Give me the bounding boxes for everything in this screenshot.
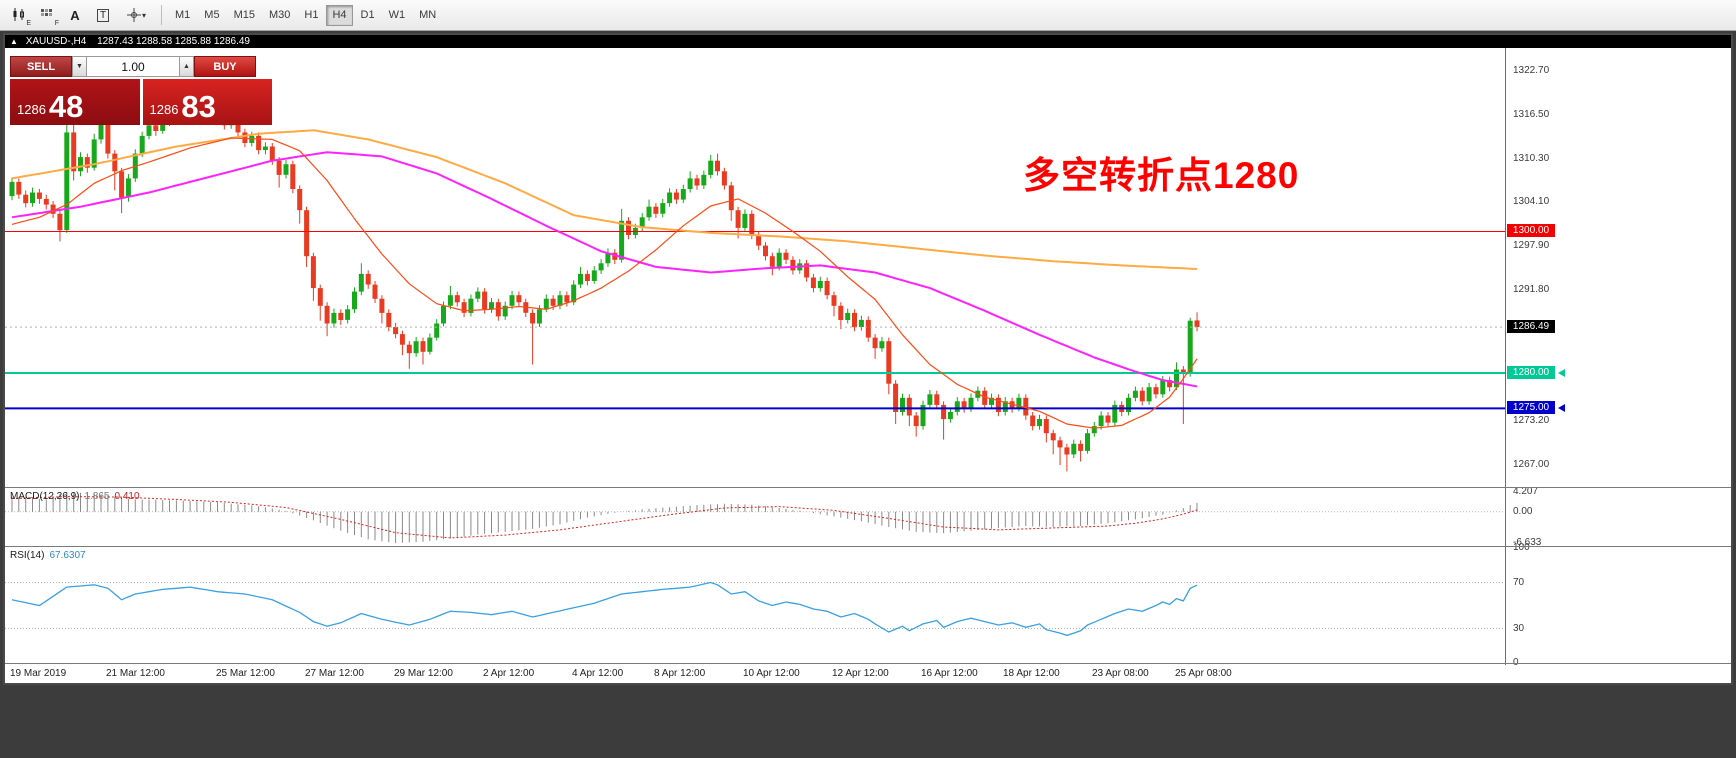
ask-price-tile[interactable]: 1286 83 <box>142 79 272 125</box>
time-axis-label: 23 Apr 08:00 <box>1092 668 1149 679</box>
top-toolbar: E F A T ▾ M1 M5 M15 M30 H1 H4 D1 W1 MN <box>0 0 1736 31</box>
rsi-line <box>11 581 1198 637</box>
price-axis-tick: 1297.90 <box>1513 240 1550 251</box>
panel-separator[interactable] <box>5 487 1731 488</box>
icon-sub-label: F <box>54 20 59 27</box>
buy-button[interactable]: BUY <box>194 56 256 77</box>
timeframe-w1-button[interactable]: W1 <box>388 9 406 21</box>
price-axis-tick: 1316.50 <box>1513 109 1550 120</box>
chevron-down-icon: ▾ <box>141 10 146 20</box>
macd-axis-tick: 4.207 <box>1513 486 1539 497</box>
sell-button[interactable]: SELL <box>10 56 72 77</box>
volume-increase-button[interactable]: ▲ <box>179 56 194 77</box>
macd-signal-line <box>11 496 1198 539</box>
rsi-value: 67.6307 <box>49 550 86 561</box>
macd-signal-value: 0.410 <box>114 491 140 502</box>
price-line-badge: 1300.00 <box>1507 224 1555 237</box>
price-axis-tick: 1304.10 <box>1513 196 1550 207</box>
time-axis-label: 19 Mar 2019 <box>10 668 67 679</box>
volume-decrease-button[interactable]: ▼ <box>72 56 87 77</box>
rsi-indicator-panel[interactable] <box>5 548 1505 663</box>
rsi-label: RSI(14) 67.6307 <box>10 550 86 561</box>
timeframe-h4-button[interactable]: H4 <box>326 4 353 26</box>
line-edge-marker <box>1558 404 1565 412</box>
collapse-chart-icon[interactable]: ▲ <box>10 37 18 46</box>
rsi-axis-tick: 70 <box>1513 577 1525 588</box>
rsi-axis-tick: 0 <box>1513 657 1519 668</box>
chart-symbol-title: XAUUSD-,H4 <box>25 36 87 47</box>
bid-price-big-figure: 1286 <box>17 102 46 117</box>
time-axis-label: 2 Apr 12:00 <box>483 668 535 679</box>
time-axis-label: 8 Apr 12:00 <box>654 668 706 679</box>
price-line-badge: 1280.00 <box>1507 366 1555 379</box>
candlestick-chart-icon[interactable]: E <box>5 2 33 28</box>
ma-fast-red <box>11 137 1198 429</box>
time-axis[interactable]: 19 Mar 2019 21 Mar 12:00 25 Mar 12:00 27 Ma… <box>5 665 1731 683</box>
chart-annotation-text: 多空转折点1280 <box>1023 155 1300 196</box>
timeframe-m30-button[interactable]: M30 <box>268 9 291 21</box>
time-axis-label: 21 Mar 12:00 <box>106 668 165 679</box>
ask-price-big-figure: 1286 <box>149 102 179 117</box>
bid-price-tile[interactable]: 1286 48 <box>10 79 140 125</box>
volume-input[interactable]: 1.00 <box>87 56 179 77</box>
text-box-icon[interactable]: T <box>89 2 117 28</box>
timeframe-mn-button[interactable]: MN <box>419 9 437 21</box>
timeframe-d1-button[interactable]: D1 <box>360 9 375 21</box>
one-click-trade-panel: SELL ▼ 1.00 ▲ BUY 1286 48 1286 83 <box>10 56 272 125</box>
chart-ohlc-values: 1287.43 1288.58 1285.88 1286.49 <box>97 36 250 47</box>
text-label-icon[interactable]: A <box>61 2 89 28</box>
price-axis-tick: 1267.00 <box>1513 459 1550 470</box>
price-axis-tick: 1322.70 <box>1513 65 1550 76</box>
ma-slow-orange <box>11 129 1198 270</box>
timeframe-m1-button[interactable]: M1 <box>175 9 191 21</box>
rsi-axis-tick: 100 <box>1513 542 1530 553</box>
icon-glyph: T <box>96 8 110 22</box>
cursor-tool-icon[interactable]: ▾ <box>117 2 155 28</box>
time-axis-label: 10 Apr 12:00 <box>743 668 800 679</box>
price-axis-tick: 1273.20 <box>1513 415 1550 426</box>
timeframe-h1-button[interactable]: H1 <box>304 9 319 21</box>
time-axis-label: 16 Apr 12:00 <box>921 668 978 679</box>
chart-window: ▲ XAUUSD-,H4 1287.43 1288.58 1285.88 128… <box>3 33 1733 685</box>
time-axis-label: 4 Apr 12:00 <box>572 668 624 679</box>
icon-glyph: A <box>70 7 80 23</box>
time-axis-label: 25 Apr 08:00 <box>1175 668 1232 679</box>
price-axis-tick: 1310.30 <box>1513 153 1550 164</box>
bar-grid-icon[interactable]: F <box>33 2 61 28</box>
timeframe-m5-button[interactable]: M5 <box>204 9 220 21</box>
time-axis-label: 27 Mar 12:00 <box>305 668 364 679</box>
price-axis-tick: 1291.80 <box>1513 284 1550 295</box>
price-line-badge: 1275.00 <box>1507 401 1555 414</box>
time-axis-label: 18 Apr 12:00 <box>1003 668 1060 679</box>
time-axis-label: 12 Apr 12:00 <box>832 668 889 679</box>
time-axis-label: 29 Mar 12:00 <box>394 668 453 679</box>
rsi-axis-tick: 30 <box>1513 623 1525 634</box>
panel-separator[interactable] <box>5 663 1731 664</box>
bid-price-pips: 48 <box>48 89 84 124</box>
toolbar-separator <box>161 5 162 25</box>
time-axis-label: 25 Mar 12:00 <box>216 668 275 679</box>
price-line-badge: 1286.49 <box>1507 320 1555 333</box>
macd-indicator-panel[interactable] <box>5 489 1505 546</box>
ask-price-pips: 83 <box>181 89 216 124</box>
macd-label: MACD(12,26,9) 1.865 0.410 <box>10 491 140 502</box>
chart-title-bar: ▲ XAUUSD-,H4 1287.43 1288.58 1285.88 128… <box>5 35 1731 48</box>
macd-axis-tick: 0.00 <box>1513 506 1533 517</box>
timeframe-m15-button[interactable]: M15 <box>233 9 255 21</box>
line-edge-marker <box>1558 369 1565 377</box>
macd-value: 1.865 <box>84 491 110 502</box>
price-axis[interactable]: 1322.70 1316.50 1310.30 1304.10 1297.90 1291.… <box>1505 35 1729 668</box>
ma-mid-magenta <box>11 151 1198 388</box>
icon-sub-label: E <box>26 20 31 27</box>
panel-separator[interactable] <box>5 546 1731 547</box>
macd-axis-tick: -6.633 <box>1513 537 1542 548</box>
main-price-chart[interactable] <box>5 35 1505 487</box>
